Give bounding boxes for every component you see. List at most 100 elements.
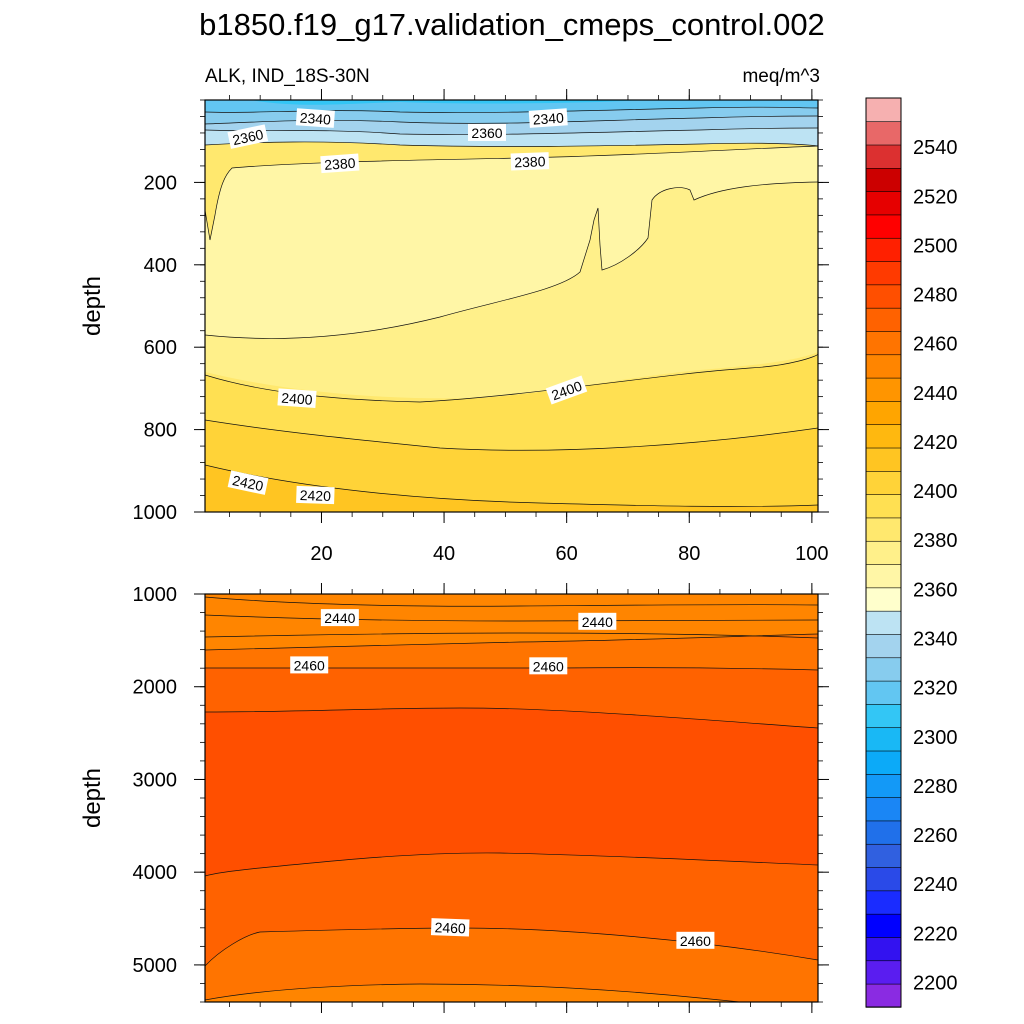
- contour-label: 2460: [529, 657, 568, 675]
- colorbar-label: 2300: [913, 727, 958, 749]
- contour-label: 2380: [320, 153, 360, 174]
- y-tick-label: 1000: [133, 502, 178, 524]
- contour-label-box: [578, 612, 617, 630]
- units-label: meq/m^3: [742, 66, 820, 87]
- colorbar-swatch: [865, 354, 902, 379]
- contour-label-text: 2400: [281, 390, 313, 408]
- contour-label: 2460: [290, 656, 329, 674]
- contour-label: 2360: [227, 124, 269, 149]
- colorbar-swatch: [865, 890, 902, 915]
- colorbar-swatch: [865, 400, 902, 426]
- contour-label-text: 2380: [324, 155, 356, 173]
- colorbar-swatch: [865, 284, 902, 309]
- upper-plot-frame: [204, 99, 819, 513]
- colorbar-label: 2280: [913, 776, 958, 798]
- upper-y-axis-label: depth: [79, 276, 106, 336]
- colorbar-label: 2240: [913, 874, 958, 896]
- y-tick-label: 400: [144, 255, 177, 277]
- contour-label: 2420: [296, 485, 335, 505]
- contour-label-box: [320, 609, 359, 627]
- contour-label: 2420: [227, 470, 269, 495]
- upper-contour-fill: [205, 100, 818, 512]
- contour-label-box: [467, 123, 506, 141]
- colorbar-swatch: [865, 866, 902, 892]
- colorbar-swatch: [865, 97, 902, 123]
- contour-label-text: 2420: [231, 472, 265, 494]
- contour-label-text: 2460: [533, 658, 564, 674]
- colorbar-swatch: [865, 517, 902, 542]
- contour-label-box: [529, 657, 568, 675]
- x-tick-label: 20: [310, 543, 332, 565]
- lower-axes: 1000 2000 3000 4000 5000: [133, 583, 829, 1013]
- colorbar-swatch: [865, 424, 902, 449]
- contour-label: 2360: [467, 123, 506, 141]
- contour-label-text: 2460: [434, 919, 466, 936]
- contour-label-box: [545, 375, 588, 405]
- colorbar-swatch: [865, 237, 902, 262]
- contour-label-text: 2360: [471, 125, 502, 141]
- colorbar-swatch: [865, 657, 902, 682]
- colorbar-swatch: [865, 750, 902, 775]
- colorbar-label: 2520: [913, 186, 958, 208]
- lower-y-axis-label: depth: [79, 768, 106, 828]
- x-tick-label: 80: [678, 543, 700, 565]
- contour-label-box: [528, 108, 568, 128]
- contour-label-box: [430, 918, 470, 937]
- contour-label: 2440: [578, 612, 617, 630]
- left-subtitle: ALK, IND_18S-30N: [205, 66, 370, 87]
- colorbar-label: 2500: [913, 235, 958, 257]
- colorbar-swatch: [865, 796, 902, 822]
- colorbar-swatch: [865, 190, 902, 216]
- colorbar: 2200 2220 2240 2260 2280 2300 2320 2340 2360 2380…: [865, 97, 958, 1008]
- x-tick-label: 100: [795, 543, 828, 565]
- colorbar-swatch: [865, 563, 902, 589]
- colorbar-swatch: [865, 307, 902, 332]
- colorbar-label: 2420: [913, 432, 958, 454]
- colorbar-label: 2200: [913, 972, 958, 994]
- colorbar-swatch: [865, 540, 902, 565]
- colorbar-label: 2320: [913, 678, 958, 700]
- colorbar-label: 2380: [913, 530, 958, 552]
- colorbar-swatch: [865, 727, 902, 752]
- y-tick-label: 1000: [133, 584, 178, 606]
- contour-label: 2340: [295, 108, 335, 128]
- colorbar-label: 2460: [913, 334, 958, 356]
- contour-label: 2400: [277, 388, 317, 409]
- contour-label-text: 2440: [582, 614, 613, 630]
- contour-label-box: [227, 470, 269, 495]
- colorbar-swatch: [865, 820, 902, 845]
- contour-label-box: [320, 153, 360, 174]
- contour-label-text: 2420: [299, 487, 331, 504]
- y-tick-label: 2000: [133, 677, 178, 699]
- colorbar-swatch: [865, 493, 902, 519]
- colorbar-swatch: [865, 377, 902, 402]
- upper-axes: 200 400 600 800 1000 20 40 60 80 100: [133, 89, 829, 565]
- colorbar-label: 2440: [913, 383, 958, 405]
- contour-label-box: [290, 656, 329, 674]
- colorbar-swatch: [865, 773, 902, 798]
- colorbar-swatch: [865, 470, 902, 495]
- contour-label-text: 2380: [514, 153, 546, 170]
- colorbar-label: 2260: [913, 825, 958, 847]
- colorbar-swatch: [865, 960, 902, 985]
- contour-label-box: [295, 108, 335, 128]
- contour-label-text: 2460: [680, 933, 711, 949]
- contour-label: 2340: [528, 108, 568, 128]
- colorbar-swatch: [865, 983, 902, 1008]
- colorbar-label: 2400: [913, 481, 958, 503]
- contour-label-box: [676, 931, 715, 949]
- colorbar-label: 2340: [913, 628, 958, 650]
- colorbar-swatch: [865, 214, 902, 239]
- y-tick-label: 5000: [133, 955, 178, 977]
- colorbar-swatch: [865, 144, 902, 169]
- colorbar-swatch: [865, 936, 902, 962]
- colorbar-swatch: [865, 121, 902, 146]
- colorbar-swatch: [865, 680, 902, 705]
- contour-label: 2460: [430, 918, 470, 937]
- colorbar-frame: [865, 97, 902, 1008]
- colorbar-swatch: [865, 610, 902, 635]
- x-tick-label: 60: [556, 543, 578, 565]
- x-tick-label: 40: [433, 543, 455, 565]
- y-tick-label: 600: [144, 337, 177, 359]
